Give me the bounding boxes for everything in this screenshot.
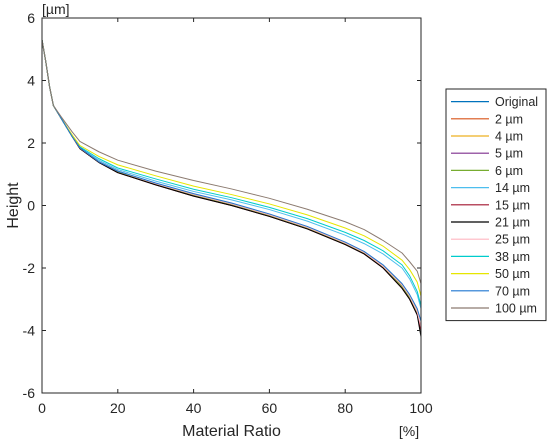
series-line-12 [41,39,422,284]
legend-label: 4 µm [495,130,523,144]
x-unit-label: [%] [399,423,419,439]
y-tick-label: -2 [23,260,36,276]
y-tick-label: 0 [27,198,35,214]
legend-item: 5 µm [451,147,523,161]
x-tick-label: 20 [110,400,126,416]
y-tick-label: -6 [23,385,36,401]
ticks-layer: 0 20 40 60 80 100 -6 -4 -2 0 2 4 6 [23,10,433,416]
y-axis-title: Height [5,182,22,229]
y-tick-label: 2 [27,135,35,151]
x-tick-label: 40 [186,400,202,416]
legend-label: 2 µm [495,112,523,126]
legend-item: 21 µm [451,216,530,230]
legend-label: 21 µm [495,216,530,230]
legend-item: 50 µm [451,267,530,281]
legend-label: 70 µm [495,284,530,298]
legend-label: 25 µm [495,233,530,247]
legend-label: 6 µm [495,164,523,178]
series-layer [41,39,422,337]
legend: Original 2 µm 4 µm 5 µm 6 µm 14 µm 15 µm 21 µm 2… [445,88,547,322]
legend-item: 38 µm [451,250,530,264]
y-tick-label: 4 [27,73,35,89]
legend-label: 50 µm [495,267,530,281]
legend-label: 14 µm [495,181,530,195]
legend-item: 4 µm [451,130,523,144]
legend-label: 5 µm [495,147,523,161]
x-tick-label: 0 [38,400,46,416]
legend-label: 38 µm [495,250,530,264]
y-tick-label: -4 [23,323,36,339]
legend-item: 70 µm [451,284,530,298]
legend-label: 100 µm [495,302,537,316]
legend-item: 15 µm [451,198,530,212]
y-unit-label: [µm] [42,1,70,17]
legend-item: 25 µm [451,233,530,247]
legend-item: 14 µm [451,181,530,195]
x-tick-label: 100 [409,400,433,416]
x-tick-label: 60 [262,400,278,416]
legend-item: 6 µm [451,164,523,178]
legend-items: Original 2 µm 4 µm 5 µm 6 µm 14 µm 15 µm 21 µm 2… [451,95,538,316]
legend-label: Original [495,95,538,109]
legend-label: 15 µm [495,198,530,212]
legend-item: Original [451,95,538,109]
legend-item: 100 µm [451,302,537,316]
legend-item: 2 µm [451,112,523,126]
y-tick-label: 6 [27,10,35,26]
x-axis-title: Material Ratio [182,423,281,440]
x-tick-label: 80 [337,400,353,416]
